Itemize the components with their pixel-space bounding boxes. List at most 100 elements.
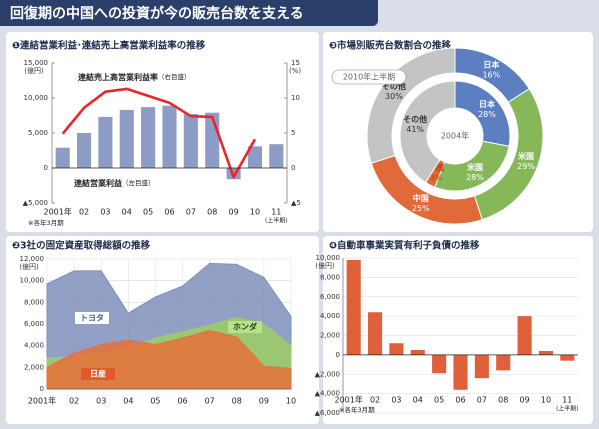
y-tick-label: 10,000 [24,94,49,102]
bar [517,316,532,355]
bar [367,312,383,355]
series-note: （左目盛） [122,178,155,187]
bar [55,147,70,168]
y-tick-label: 2,000 [320,332,340,340]
y-tick-label: ▲6,000 [315,409,340,417]
chart-title: ❷3社の固定資産取得総額の推移 [12,240,151,252]
x-tick-label: 2001年 [44,207,72,217]
note: ※各年3月期 [28,218,64,227]
y-unit: (億円) [19,262,39,271]
x-tick-label: 06 [455,396,465,405]
x-tick-label: 10 [541,396,551,405]
bar [119,109,134,168]
segment-label: 中国 [413,193,429,203]
bar [496,354,511,371]
category-note: (上半期) [265,217,288,225]
x-tick-label: 03 [100,208,110,217]
x-tick-label: 07 [186,208,196,217]
bar [162,105,177,168]
ring-name-box [331,69,407,85]
series-label: 日産 [90,369,106,379]
series-name: 連結営業利益 [74,178,122,188]
ring-name: 2004年 [441,131,469,141]
x-tick-label: 03 [96,397,106,406]
y-tick-label: 4,000 [320,312,340,320]
y-tick-label: 15 [291,59,300,67]
y-tick-label: 2,000 [24,363,44,371]
x-tick-label: 04 [123,397,133,406]
segment-label: 中国 [428,162,444,172]
y-tick-label: 0 [40,385,44,393]
page-title: 回復期の中国への投資が今の販売台数を支える [10,5,304,22]
y-tick-label: 0 [44,164,48,172]
series-label-box [81,368,115,380]
panel [323,236,593,424]
y-tick-label: 6,000 [320,293,340,301]
bar [205,112,220,168]
donut-segment [366,47,456,164]
category-note: (上半期) [556,405,579,413]
y-tick-label: 12,000 [20,255,45,263]
value-label: 28% [478,110,496,119]
title-banner [0,0,378,26]
series-name: 連結売上高営業利益率 [78,72,158,82]
value-label: 29% [517,162,535,171]
x-tick-label: 05 [143,208,153,217]
x-tick-label: 2001年 [335,395,363,405]
center [428,109,482,163]
bar [247,146,263,168]
x-tick-label: 09 [259,397,269,406]
x-tick-label: 10 [250,208,260,217]
x-tick-label: 04 [122,208,132,217]
y-tick-label: 0 [336,351,340,359]
x-tick-label: 05 [150,397,160,406]
series-label: 連結営業利益（左目盛） [74,178,155,188]
x-tick-label: 06 [177,397,187,406]
x-tick-label: 08 [498,396,508,405]
segment-label: 日本 [479,99,495,109]
y-tick-label: ▲5 [291,199,301,207]
y-tick-label: 15,000 [24,59,49,67]
bar [432,354,447,374]
bar [410,350,425,355]
bar [183,114,198,168]
bar [269,144,284,168]
series-label: ホンダ [233,322,257,332]
chart-title: ❸市場別販売台数割合の推移 [329,40,452,52]
y-tick-label: ▲5,000 [23,199,48,207]
x-tick-label: 04 [413,396,423,405]
series-label-box [228,321,262,333]
bar [389,343,404,355]
y-unit: (億円) [315,261,335,270]
value-label: 3% [430,173,443,182]
x-tick-label: 11 [562,396,572,405]
value-label: 30% [385,92,403,101]
x-tick-label: 09 [228,208,238,217]
x-tick-label: 02 [69,397,79,406]
x-tick-label: 10 [286,397,296,406]
y-tick-label: 8,000 [320,273,340,281]
y-tick-label: 0 [291,164,295,172]
chart-title: ❶連結営業利益･連結売上高営業利益率の推移 [12,40,206,52]
y-tick-label: 4,000 [24,342,44,350]
series-label-box [75,312,109,324]
x-tick-label: 08 [207,208,217,217]
y-tick-label: 5 [291,129,295,137]
segment-label: その他 [403,114,427,124]
segment-label: 米国 [466,162,483,172]
value-label: 28% [466,173,484,182]
bar [141,107,156,168]
value-label: 16% [482,70,500,79]
line [61,87,257,179]
x-tick-label: 02 [370,396,380,405]
ring-name: 2010年上半期 [343,72,395,82]
y-tick-label: 10,000 [20,277,45,285]
y-tick-label: 5,000 [28,129,48,137]
x-tick-label: 2001年 [28,396,56,406]
x-tick-label: 07 [205,397,215,406]
segment-label: 日本 [483,59,499,69]
y-unit: (億円) [24,66,44,75]
x-tick-label: 06 [164,208,174,217]
series-label: トヨタ [80,313,104,323]
